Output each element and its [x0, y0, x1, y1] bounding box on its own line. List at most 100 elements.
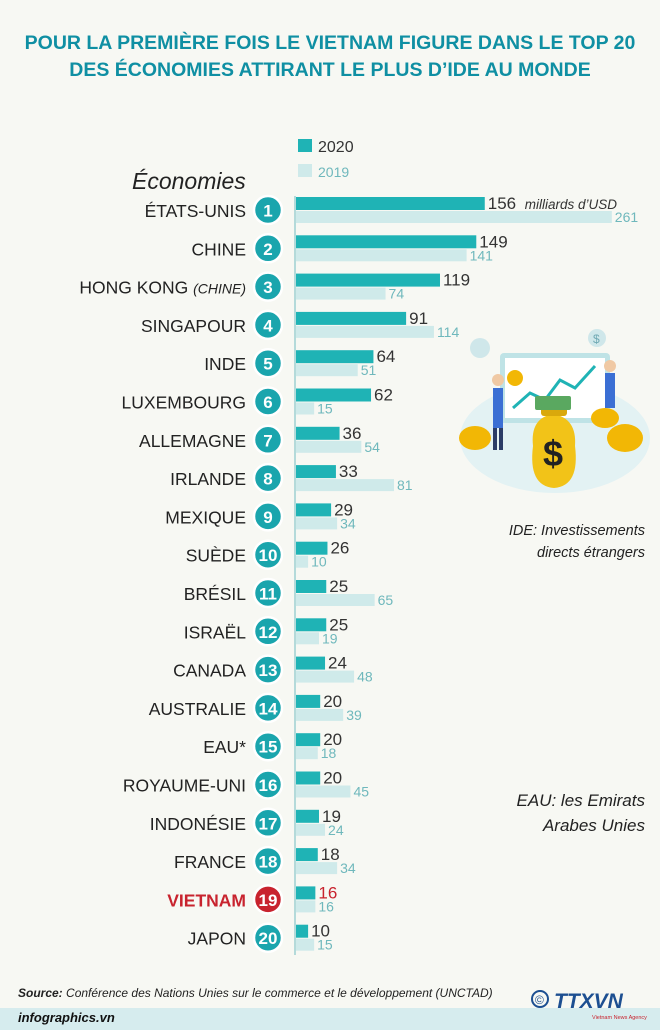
rank-number: 18	[259, 853, 278, 872]
value-label-2019: 141	[470, 247, 494, 263]
bar-2019	[296, 211, 612, 223]
value-label-2019: 48	[357, 669, 373, 685]
bar-2020	[296, 426, 340, 440]
value-label-2019: 24	[328, 822, 344, 838]
rank-badge	[252, 386, 284, 417]
category-label: INDE	[204, 354, 246, 374]
bar-2019	[296, 938, 315, 951]
bar-2020	[296, 465, 336, 479]
bar-2020	[296, 924, 309, 938]
rank-badge	[252, 501, 284, 532]
rank-number: 12	[259, 623, 278, 642]
ide-note: IDE: Investissements directs étrangers	[508, 523, 645, 561]
bar-2020	[296, 771, 321, 785]
legend-swatch-2020	[298, 139, 312, 152]
rank-number: 7	[263, 431, 272, 450]
svg-text:$: $	[543, 433, 563, 474]
bar-2019	[296, 440, 362, 453]
rank-number: 14	[259, 699, 278, 718]
bar-2019	[296, 670, 355, 683]
value-label-2020: 25	[329, 615, 348, 634]
rank-number: 17	[259, 814, 278, 833]
rank-number: 5	[263, 355, 272, 374]
category-label: AUSTRALIE	[149, 699, 246, 719]
value-label-2019: 51	[361, 362, 377, 378]
bar-2020	[296, 273, 440, 287]
value-label-2020: 24	[328, 654, 347, 673]
value-label-2019: 15	[317, 401, 333, 417]
value-label-2020: 16	[318, 883, 337, 902]
category-label: IRLANDE	[170, 469, 246, 489]
rank-number: 13	[259, 661, 278, 680]
bar-2020	[296, 886, 316, 900]
footer-band	[0, 1008, 660, 1030]
value-label-2019: 261	[615, 209, 639, 225]
rank-badge	[252, 347, 284, 379]
rank-number: 10	[259, 546, 278, 565]
category-label: BRÉSIL	[184, 584, 247, 604]
bar-2020	[296, 733, 321, 747]
category-label: EAU*	[203, 737, 246, 757]
bar-2019	[296, 708, 344, 721]
value-label-2020: 64	[376, 347, 395, 366]
value-label-2019: 34	[340, 860, 356, 876]
value-label-2019: 81	[397, 477, 413, 493]
rank-number: 16	[259, 776, 278, 795]
value-label-2019: 19	[322, 630, 338, 646]
bar-2020	[296, 235, 477, 249]
legend-label-2020: 2020	[318, 139, 354, 156]
bar-2020	[296, 618, 327, 632]
logo-sub: Vietnam News Agency	[592, 1015, 647, 1021]
bar-2019	[296, 479, 395, 492]
source-note: Source: Conférence des Nations Unies sur…	[18, 986, 493, 1000]
bar-2020	[296, 656, 326, 670]
rank-number: 11	[259, 585, 277, 604]
bar-2020	[296, 541, 328, 555]
bar-2019	[296, 517, 338, 530]
rank-badge	[252, 233, 284, 264]
value-label-2020: 33	[339, 462, 358, 481]
bar-2020	[296, 580, 327, 593]
bar-2019	[296, 402, 315, 415]
value-label-2019: 65	[378, 592, 394, 608]
investment-illustration: $ $	[459, 329, 650, 493]
ttxvn-logo: © TTXVN Vietnam News Agency	[531, 990, 647, 1021]
value-label-2020: 26	[330, 539, 349, 558]
rank-number: 19	[259, 891, 278, 910]
rank-badge	[252, 309, 284, 341]
value-label-2019: 16	[318, 898, 334, 914]
rank-badge	[252, 884, 284, 915]
category-label: SUÈDE	[186, 546, 246, 566]
legend-swatch-2019	[298, 164, 312, 177]
value-label-2019: 10	[311, 554, 327, 570]
category-label: CANADA	[173, 661, 246, 681]
bar-2019	[296, 287, 386, 300]
bar-2020	[296, 809, 319, 823]
site-name: infographics.vn	[18, 1010, 115, 1025]
value-label-2019: 74	[389, 286, 405, 302]
category-suffix: (CHINE)	[193, 281, 246, 297]
bar-2019	[296, 594, 375, 606]
rank-badge	[252, 845, 284, 877]
rank-number: 9	[263, 508, 272, 527]
rank-badge	[252, 271, 284, 302]
bar-2019	[296, 364, 358, 377]
value-label-2019: 39	[346, 707, 362, 723]
rank-badge	[252, 922, 284, 953]
bar-2019	[296, 325, 434, 338]
value-label-2019: 15	[317, 937, 333, 953]
rank-badge	[252, 424, 284, 456]
rank-number: 1	[263, 202, 272, 221]
value-label-2020: 25	[329, 577, 348, 596]
logo-main: TTXVN	[554, 990, 624, 1013]
logo-copy: ©	[535, 993, 544, 1007]
rank-number: 15	[259, 738, 278, 757]
page-title: POUR LA PREMIÈRE FOIS LE VIETNAM FIGURE …	[0, 30, 660, 84]
bar-2019	[296, 555, 309, 568]
value-label-2020: 20	[323, 692, 342, 711]
bar-2019	[296, 632, 319, 645]
rank-number: 6	[263, 393, 272, 412]
bar-2020	[296, 197, 485, 210]
rank-badge	[252, 616, 284, 647]
